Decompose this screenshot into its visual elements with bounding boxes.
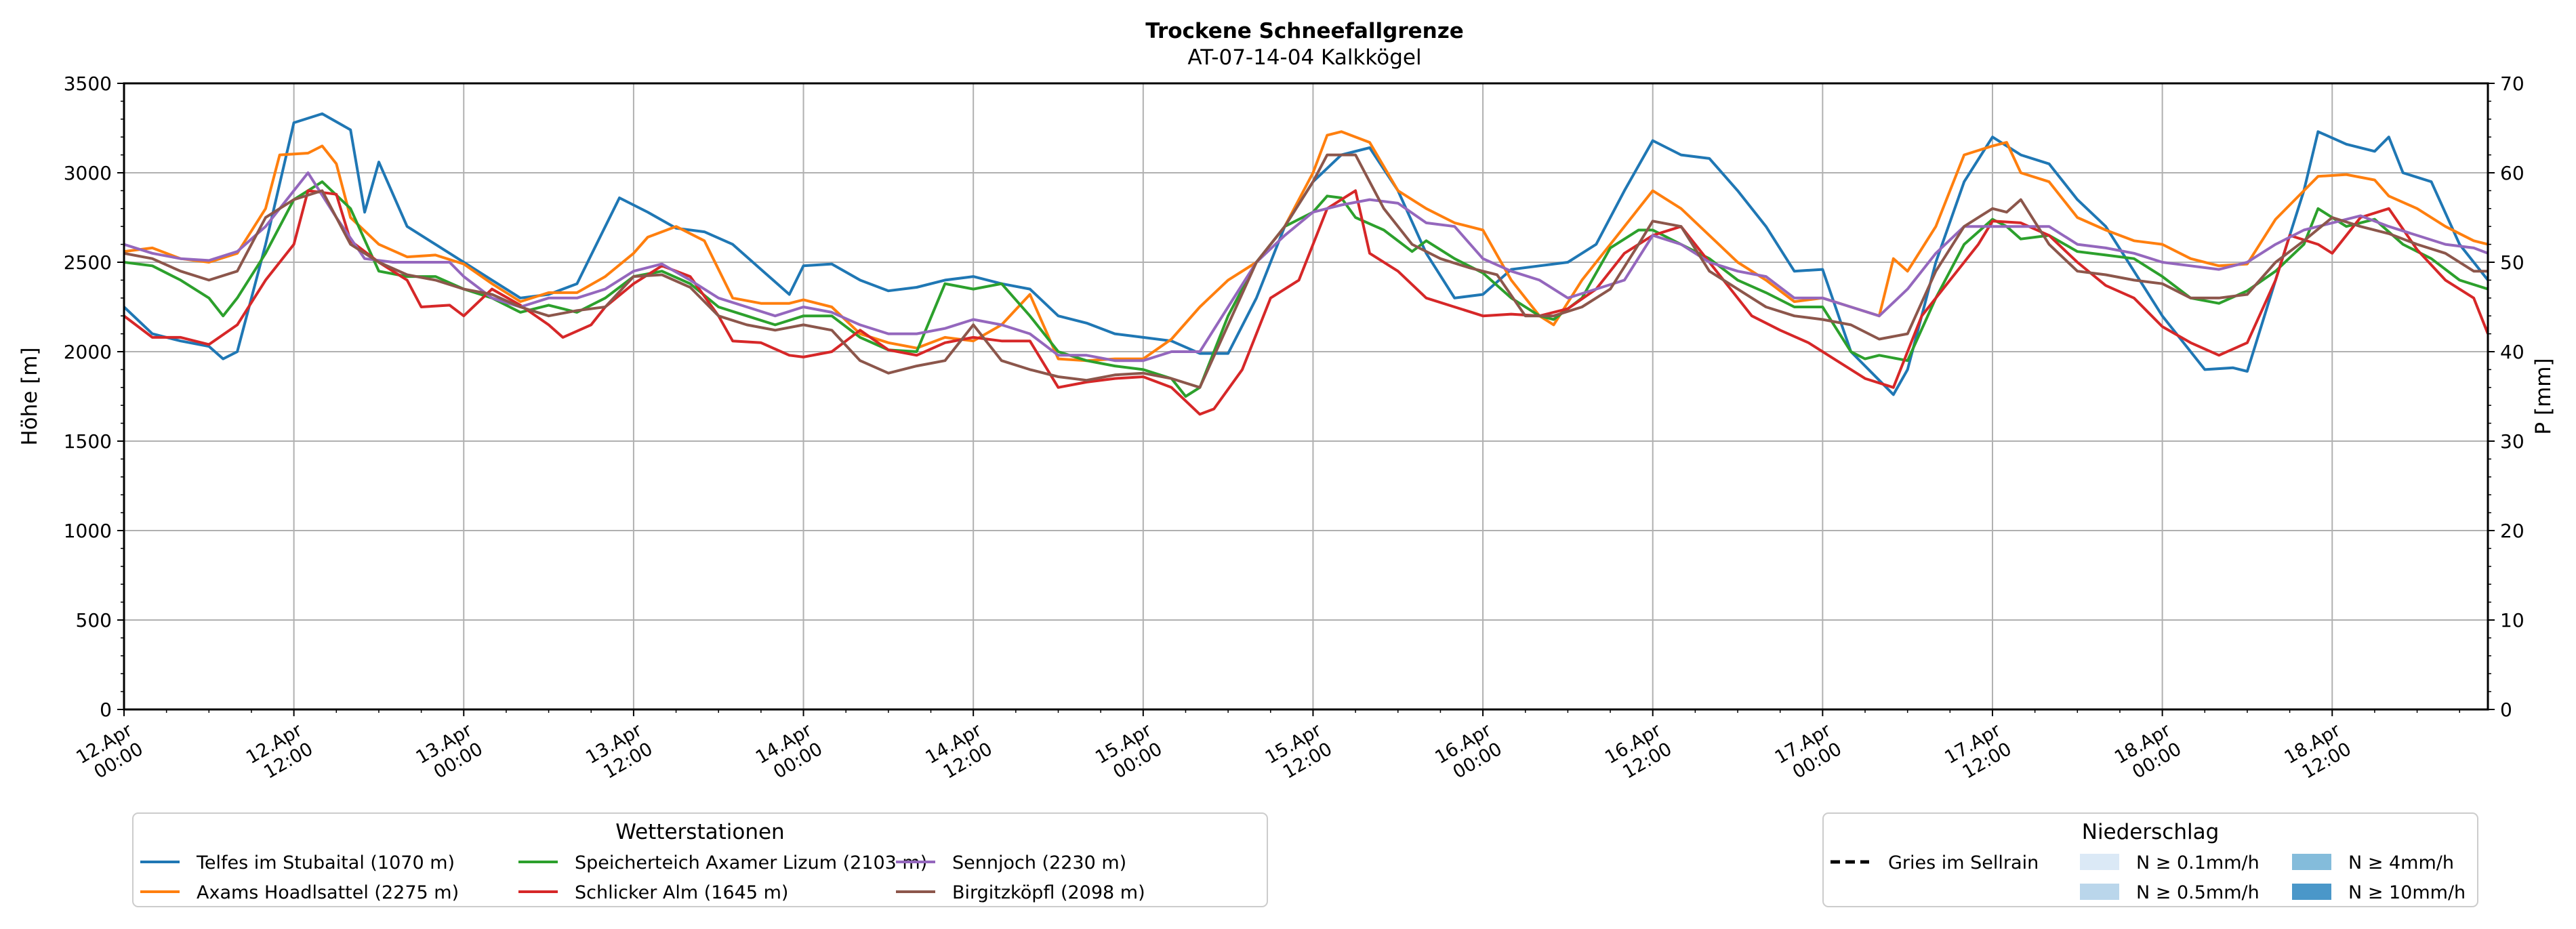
precip-gauge-label: Gries im Sellrain xyxy=(1888,852,2039,873)
stations-legend-box xyxy=(132,812,1268,907)
chart-subtitle: AT-07-14-04 Kalkkögel xyxy=(1187,45,1421,70)
precip-legend-label: N ≥ 10mm/h xyxy=(2348,882,2466,903)
y2-tick-label: 50 xyxy=(2500,251,2524,274)
precip-legend-swatch xyxy=(2080,854,2119,870)
y2-tick-label: 10 xyxy=(2500,609,2524,632)
stations-legend-label: Telfes im Stubaital (1070 m) xyxy=(196,852,455,873)
precip-legend-title: Niederschlag xyxy=(2082,820,2220,844)
y2-tick-label: 40 xyxy=(2500,341,2524,363)
precip-legend-swatch xyxy=(2080,884,2119,900)
y-tick-label: 3500 xyxy=(64,73,112,95)
series-line-3 xyxy=(124,180,2488,398)
stations-legend-label: Axams Hoadlsattel (2275 m) xyxy=(197,882,459,903)
y2-axis-label: P [mm] xyxy=(2531,358,2556,434)
stations-legend-label: Birgitzköpfl (2098 m) xyxy=(952,882,1145,903)
y2-tick-label: 20 xyxy=(2500,520,2524,542)
y2-tick-label: 0 xyxy=(2500,699,2512,721)
y-tick-label: 500 xyxy=(76,609,112,632)
precip-legend-label: N ≥ 4mm/h xyxy=(2348,852,2454,873)
y2-tick-label: 30 xyxy=(2500,430,2524,453)
y-tick-label: 3000 xyxy=(64,162,112,184)
y-tick-label: 0 xyxy=(100,699,112,721)
series-line-4 xyxy=(124,189,2488,416)
chart-title: Trockene Schneefallgrenze xyxy=(1145,19,1464,43)
stations-legend-label: Schlicker Alm (1645 m) xyxy=(575,882,788,903)
precip-legend-swatch xyxy=(2292,854,2331,870)
series-lines xyxy=(124,112,2488,416)
precip-legend: Niederschlag Gries im Sellrain N ≥ 0.1mm… xyxy=(1822,812,2478,907)
stations-legend-label: Sennjoch (2230 m) xyxy=(952,852,1126,873)
series-line-6 xyxy=(124,153,2488,389)
series-line-2 xyxy=(124,130,2488,363)
y2-tick-label: 70 xyxy=(2500,73,2524,95)
precip-legend-swatch xyxy=(2292,884,2331,900)
y-axis-label: Höhe [m] xyxy=(18,347,42,445)
y-tick-label: 1000 xyxy=(64,520,112,542)
precip-legend-label: N ≥ 0.1mm/h xyxy=(2136,852,2260,873)
y-tick-label: 2500 xyxy=(64,251,112,274)
stations-legend-label: Speicherteich Axamer Lizum (2103 m) xyxy=(575,852,927,873)
y-tick-label: 1500 xyxy=(64,430,112,453)
stations-legend-title: Wetterstationen xyxy=(615,820,784,844)
series-line-5 xyxy=(124,171,2488,363)
plot-frame xyxy=(123,82,2489,711)
y-tick-label: 2000 xyxy=(64,341,112,363)
y2-tick-label: 60 xyxy=(2500,162,2524,184)
precip-legend-box xyxy=(1822,812,2478,907)
stations-legend: Wetterstationen Telfes im Stubaital (107… xyxy=(132,812,1268,907)
precip-legend-label: N ≥ 0.5mm/h xyxy=(2136,882,2260,903)
